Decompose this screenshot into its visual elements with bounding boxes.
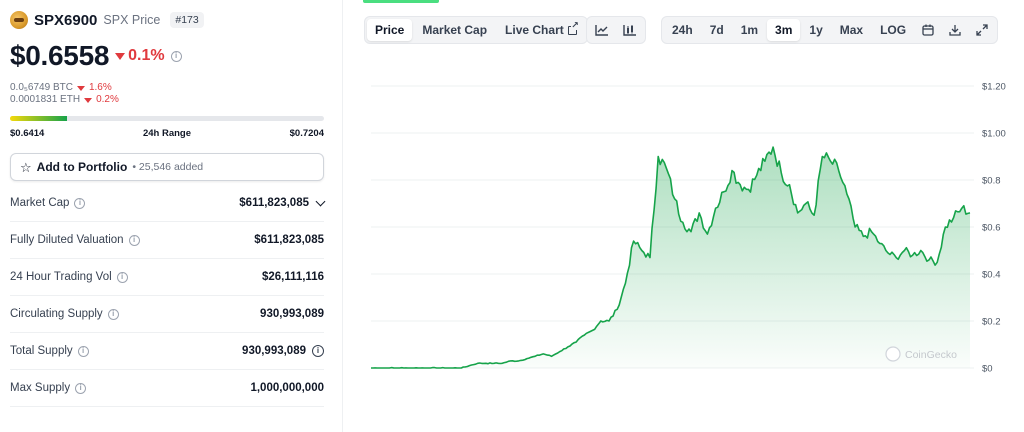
- price-row: $0.6558 0.1% i: [10, 40, 182, 72]
- y-tick-label: $0.8: [982, 176, 1001, 187]
- eth-change: 0.2%: [96, 94, 119, 105]
- expand-icon[interactable]: [969, 19, 995, 41]
- price-chart[interactable]: $1.20 $1.00 $0.8 $0.6 $0.4 $0.2 $0 CoinGecko: [360, 70, 1024, 432]
- chevron-down-icon[interactable]: [315, 196, 326, 206]
- info-icon[interactable]: i: [170, 50, 182, 62]
- tab-live-chart[interactable]: Live Chart: [497, 19, 585, 41]
- stat-label: Total Supply i: [10, 345, 89, 357]
- download-icon[interactable]: [942, 19, 968, 41]
- candlestick-icon[interactable]: [617, 19, 643, 41]
- range-labels: $0.6414 24h Range $0.7204: [10, 128, 324, 139]
- tab-price[interactable]: Price: [367, 19, 413, 41]
- btc-price-row: 0.0₅6749 BTC 1.6%: [10, 82, 119, 94]
- y-tick-label: $1.00: [982, 129, 1006, 140]
- coin-subtitle: SPX Price: [103, 13, 161, 27]
- coin-info-panel: SPX6900 SPX Price #173 $0.6558 0.1% i 0.…: [0, 0, 343, 432]
- range-tab[interactable]: 1m: [740, 23, 759, 37]
- stat-row-market-cap: Market Cap i $611,823,085: [10, 185, 326, 222]
- rank-badge: #173: [170, 12, 204, 28]
- y-tick-label: $0.4: [982, 270, 1001, 281]
- stat-row-total-supply: Total Supply i 930,993,089 i: [10, 333, 324, 370]
- price-area-fill: [371, 147, 970, 368]
- add-to-portfolio-button[interactable]: ☆ Add to Portfolio • 25,546 added: [10, 153, 324, 181]
- range-label: 24h Range: [142, 128, 192, 139]
- external-link-icon: [567, 20, 579, 35]
- time-range-selector: 24h 7d 1m 3m 1y Max LOG: [661, 16, 999, 44]
- stat-value[interactable]: $611,823,085: [239, 196, 326, 209]
- y-tick-label: $0: [982, 364, 993, 375]
- stat-row-circulating-supply: Circulating Supply i 930,993,089: [10, 296, 324, 333]
- down-arrow-icon: [76, 85, 85, 91]
- line-chart-icon[interactable]: [589, 19, 615, 41]
- range-bar-fill: [10, 116, 67, 121]
- stat-value: 930,993,089: [260, 308, 324, 320]
- price-chart-svg[interactable]: $1.20 $1.00 $0.8 $0.6 $0.4 $0.2 $0 CoinGecko: [360, 70, 1024, 432]
- stat-row-fdv: Fully Diluted Valuation i $611,823,085: [10, 222, 324, 259]
- log-scale-toggle[interactable]: LOG: [880, 23, 907, 37]
- info-icon[interactable]: i: [312, 345, 324, 357]
- star-icon: ☆: [20, 159, 32, 175]
- tab-market-cap[interactable]: Market Cap: [422, 23, 488, 37]
- stat-label: Max Supply i: [10, 382, 87, 394]
- price-change-value: 0.1%: [128, 47, 165, 64]
- info-icon[interactable]: i: [75, 382, 87, 394]
- range-low: $0.6414: [10, 128, 45, 139]
- range-tab[interactable]: 7d: [709, 23, 724, 37]
- price-series-line[interactable]: [371, 146, 971, 369]
- current-price: $0.6558: [10, 40, 110, 71]
- down-arrow-icon: [84, 97, 93, 103]
- eth-price: 0.0001831 ETH: [10, 94, 81, 105]
- stat-value: 930,993,089 i: [242, 345, 324, 357]
- range-tab[interactable]: 24h: [672, 23, 693, 37]
- eth-price-row: 0.0001831 ETH 0.2%: [10, 94, 119, 106]
- converted-prices: 0.0₅6749 BTC 1.6% 0.0001831 ETH 0.2%: [10, 82, 119, 106]
- info-icon[interactable]: i: [74, 197, 86, 209]
- stat-row-trading-volume: 24 Hour Trading Vol i $26,111,116: [10, 259, 324, 296]
- portfolio-added-count: • 25,546 added: [132, 161, 204, 173]
- y-tick-label: $0.2: [982, 317, 1001, 328]
- y-tick-label: $1.20: [982, 82, 1006, 93]
- stat-row-max-supply: Max Supply i 1,000,000,000: [10, 370, 324, 407]
- coin-logo-icon: [10, 11, 28, 29]
- info-icon[interactable]: i: [128, 234, 140, 246]
- range-bar: [10, 116, 324, 121]
- down-arrow-icon: [115, 52, 126, 60]
- stat-label: 24 Hour Trading Vol i: [10, 271, 128, 283]
- range-tab-active[interactable]: 3m: [767, 19, 801, 41]
- tab-live-chart-label: Live Chart: [505, 23, 564, 37]
- y-tick-label: $0.6: [982, 223, 1001, 234]
- active-section-indicator: [363, 0, 439, 3]
- stats-table: Market Cap i $611,823,085 Fully Diluted V…: [10, 185, 326, 407]
- chart-tabs: Price Market Cap Live Chart: [364, 16, 588, 44]
- stat-value: 1,000,000,000: [250, 382, 324, 394]
- watermark-logo-icon: [885, 346, 901, 362]
- watermark: CoinGecko: [905, 349, 957, 361]
- info-icon[interactable]: i: [116, 271, 128, 283]
- range-tab[interactable]: 1y: [809, 23, 823, 37]
- stat-label: Fully Diluted Valuation i: [10, 234, 140, 246]
- calendar-icon[interactable]: [915, 19, 941, 41]
- info-icon[interactable]: i: [77, 345, 89, 357]
- stat-label: Circulating Supply i: [10, 308, 119, 320]
- coin-header: SPX6900 SPX Price #173: [10, 10, 204, 30]
- portfolio-label: Add to Portfolio: [36, 160, 128, 174]
- range-tab[interactable]: Max: [839, 23, 864, 37]
- coin-symbol: SPX6900: [34, 11, 98, 29]
- chart-type-toggle: [586, 16, 646, 44]
- stat-label: Market Cap i: [10, 197, 86, 209]
- info-icon[interactable]: i: [107, 308, 119, 320]
- btc-price: 0.0₅6749 BTC: [10, 82, 73, 93]
- stat-value: $611,823,085: [254, 234, 324, 246]
- btc-change: 1.6%: [88, 82, 112, 93]
- range-high: $0.7204: [289, 128, 324, 139]
- stat-value: $26,111,116: [261, 271, 324, 283]
- price-change: 0.1%: [115, 47, 165, 65]
